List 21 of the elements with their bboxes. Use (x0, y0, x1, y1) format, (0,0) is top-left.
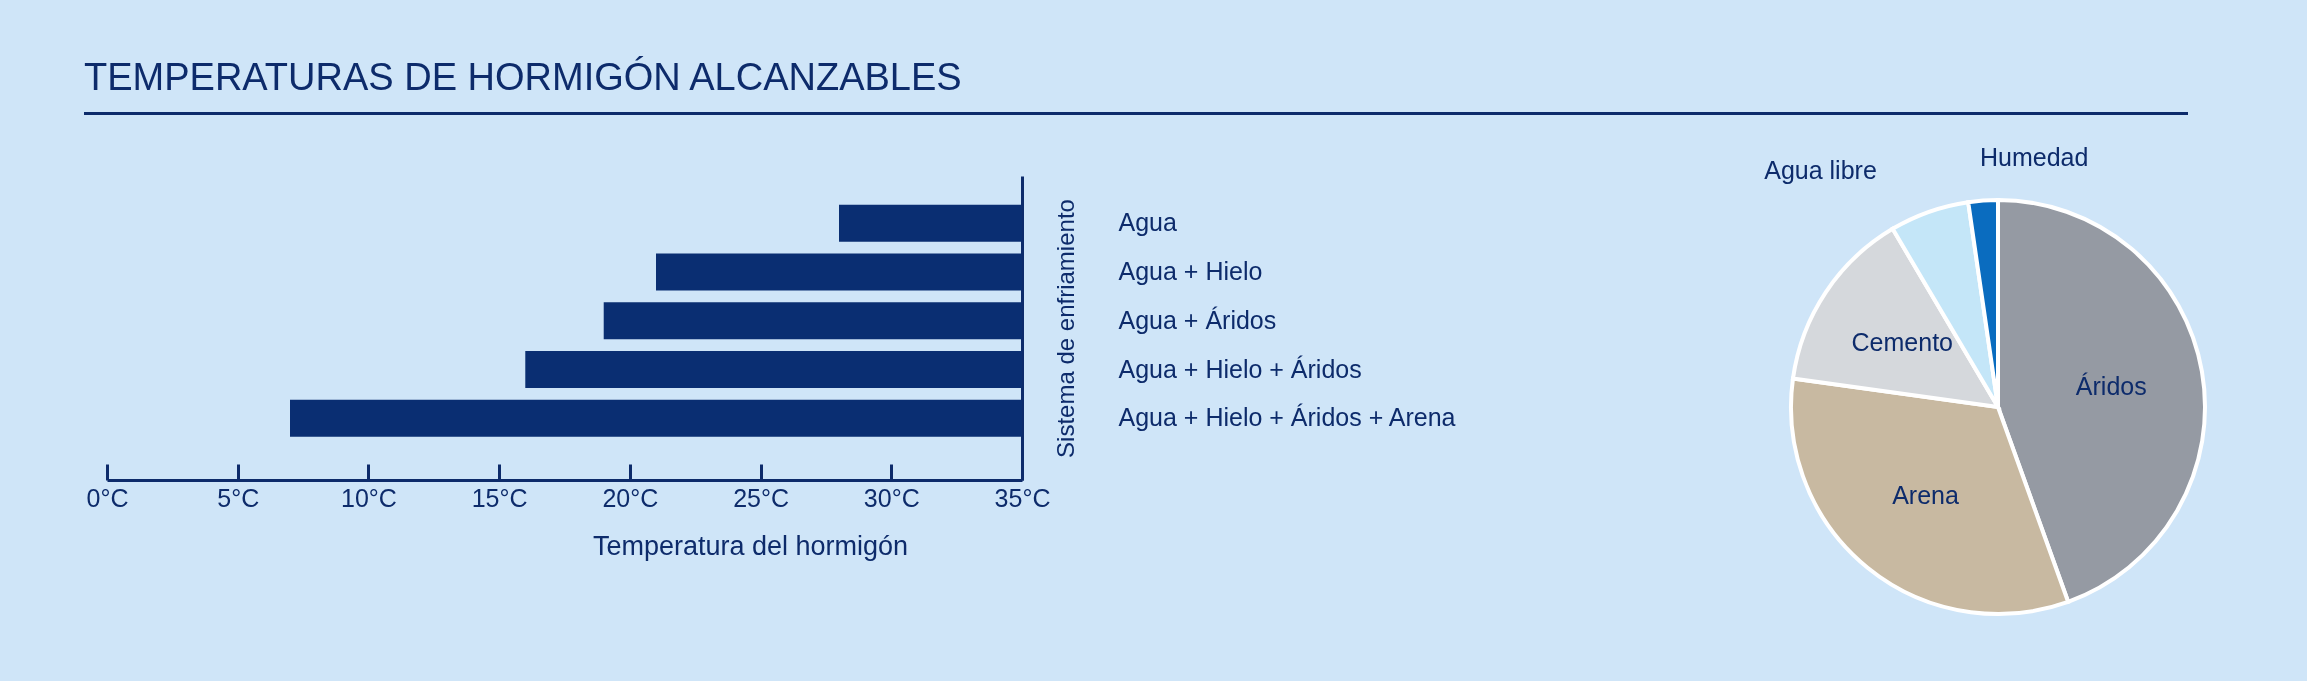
x-tick-label: 20°C (602, 483, 659, 512)
y-tick-label: Agua + Hielo + Áridos + Arena (1118, 403, 1456, 432)
slice-label: Humedad (1979, 142, 2089, 171)
slice-label: Cemento (1851, 328, 1954, 357)
y-tick-label: Agua + Hielo (1118, 257, 1263, 286)
x-tick-label: 30°C (863, 483, 920, 512)
slice-label: Arena (1892, 481, 1959, 510)
y-axis-title: Sistema de enfriamiento (1051, 199, 1079, 458)
x-tick-label: 15°C (471, 483, 528, 512)
x-tick-label: 35°C (994, 483, 1051, 512)
x-tick-label: 25°C (733, 483, 789, 512)
x-axis-title: Temperatura del hormigón (592, 530, 909, 561)
slice-label: Áridos (2075, 372, 2147, 401)
x-tick-label: 0°C (86, 483, 129, 512)
y-tick-label: Agua + Áridos (1118, 305, 1277, 334)
chart-title: TEMPERATURAS DE HORMIGÓN ALCANZABLES (84, 56, 962, 98)
y-tick-label: Agua + Hielo + Áridos (1118, 354, 1362, 383)
x-tick-label: 5°C (217, 483, 260, 512)
y-tick-label: Agua (1118, 208, 1177, 237)
x-tick-label: 10°C (341, 483, 397, 512)
slice-label: Agua libre (1764, 156, 1877, 185)
